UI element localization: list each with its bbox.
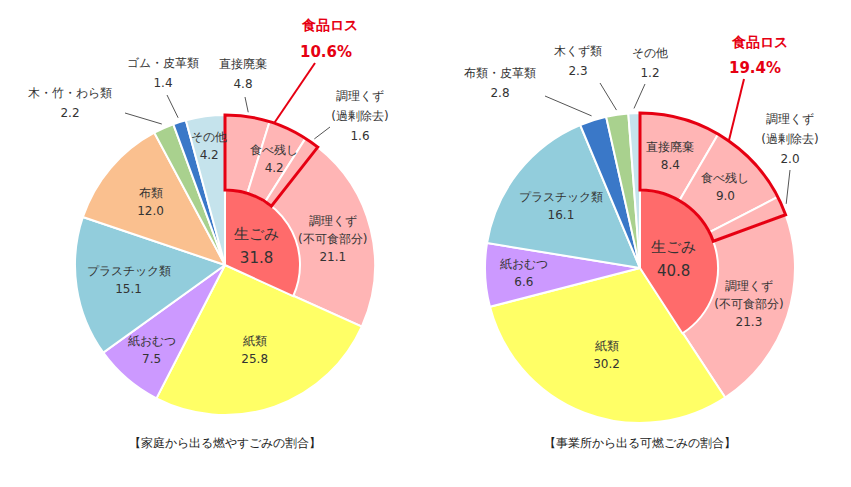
svg-text:その他: その他 (632, 46, 668, 60)
svg-text:調理くず: 調理くず (766, 112, 814, 126)
svg-text:【家庭から出る燃やすごみの割合】: 【家庭から出る燃やすごみの割合】 (129, 436, 321, 450)
svg-text:40.8: 40.8 (657, 262, 690, 280)
svg-text:ゴム・皮革類: ゴム・皮革類 (127, 56, 199, 70)
svg-text:調理くず: 調理くず (336, 89, 384, 103)
svg-text:(不可食部分): (不可食部分) (298, 232, 367, 246)
svg-text:8.4: 8.4 (661, 158, 680, 172)
svg-text:生ごみ: 生ごみ (234, 225, 279, 243)
svg-text:2.0: 2.0 (780, 152, 799, 166)
svg-text:食べ残し: 食べ残し (701, 171, 749, 185)
svg-text:食べ残し: 食べ残し (250, 143, 298, 157)
svg-text:布類: 布類 (139, 186, 163, 200)
svg-text:調理くず: 調理くず (309, 214, 357, 228)
svg-text:4.2: 4.2 (265, 161, 284, 175)
svg-text:31.8: 31.8 (240, 249, 273, 267)
svg-text:紙おむつ: 紙おむつ (500, 257, 548, 271)
svg-text:(過剰除去): (過剰除去) (761, 132, 818, 146)
svg-text:30.2: 30.2 (593, 357, 620, 371)
svg-text:1.4: 1.4 (153, 76, 172, 90)
svg-text:布類・皮革類: 布類・皮革類 (464, 66, 536, 80)
svg-text:生ごみ: 生ごみ (651, 238, 696, 256)
svg-text:2.3: 2.3 (568, 64, 587, 78)
svg-text:紙類: 紙類 (595, 339, 619, 353)
svg-text:食品ロス: 食品ロス (731, 34, 788, 50)
svg-text:21.3: 21.3 (736, 315, 763, 329)
svg-text:7.5: 7.5 (142, 352, 161, 366)
svg-text:調理くず: 調理くず (725, 279, 773, 293)
svg-text:15.1: 15.1 (115, 282, 142, 296)
svg-text:(不可食部分): (不可食部分) (714, 297, 783, 311)
svg-text:木・竹・わら類: 木・竹・わら類 (28, 86, 112, 100)
svg-text:紙類: 紙類 (243, 334, 267, 348)
svg-text:その他: その他 (191, 130, 227, 144)
svg-text:12.0: 12.0 (137, 204, 164, 218)
svg-text:21.1: 21.1 (319, 250, 346, 264)
svg-text:4.2: 4.2 (200, 148, 219, 162)
svg-text:6.6: 6.6 (514, 275, 533, 289)
svg-text:9.0: 9.0 (716, 189, 735, 203)
svg-text:1.6: 1.6 (350, 129, 369, 143)
svg-text:直接廃棄: 直接廃棄 (219, 57, 267, 71)
svg-text:16.1: 16.1 (548, 208, 575, 222)
svg-text:(過剰除去): (過剰除去) (331, 109, 388, 123)
svg-text:【事業所から出る可燃ごみの割合】: 【事業所から出る可燃ごみの割合】 (544, 436, 736, 450)
svg-text:紙おむつ: 紙おむつ (128, 334, 176, 348)
svg-text:プラスチック類: プラスチック類 (519, 190, 603, 204)
svg-text:10.6%: 10.6% (300, 43, 352, 61)
svg-text:2.8: 2.8 (490, 86, 509, 100)
svg-text:2.2: 2.2 (60, 106, 79, 120)
svg-text:食品ロス: 食品ロス (301, 17, 358, 33)
svg-text:25.8: 25.8 (241, 352, 268, 366)
svg-text:1.2: 1.2 (640, 66, 659, 80)
svg-text:プラスチック類: プラスチック類 (87, 264, 171, 278)
svg-text:直接廃棄: 直接廃棄 (646, 140, 694, 154)
svg-text:4.8: 4.8 (233, 77, 252, 91)
svg-text:19.4%: 19.4% (729, 59, 781, 77)
svg-text:木くず類: 木くず類 (554, 44, 602, 58)
